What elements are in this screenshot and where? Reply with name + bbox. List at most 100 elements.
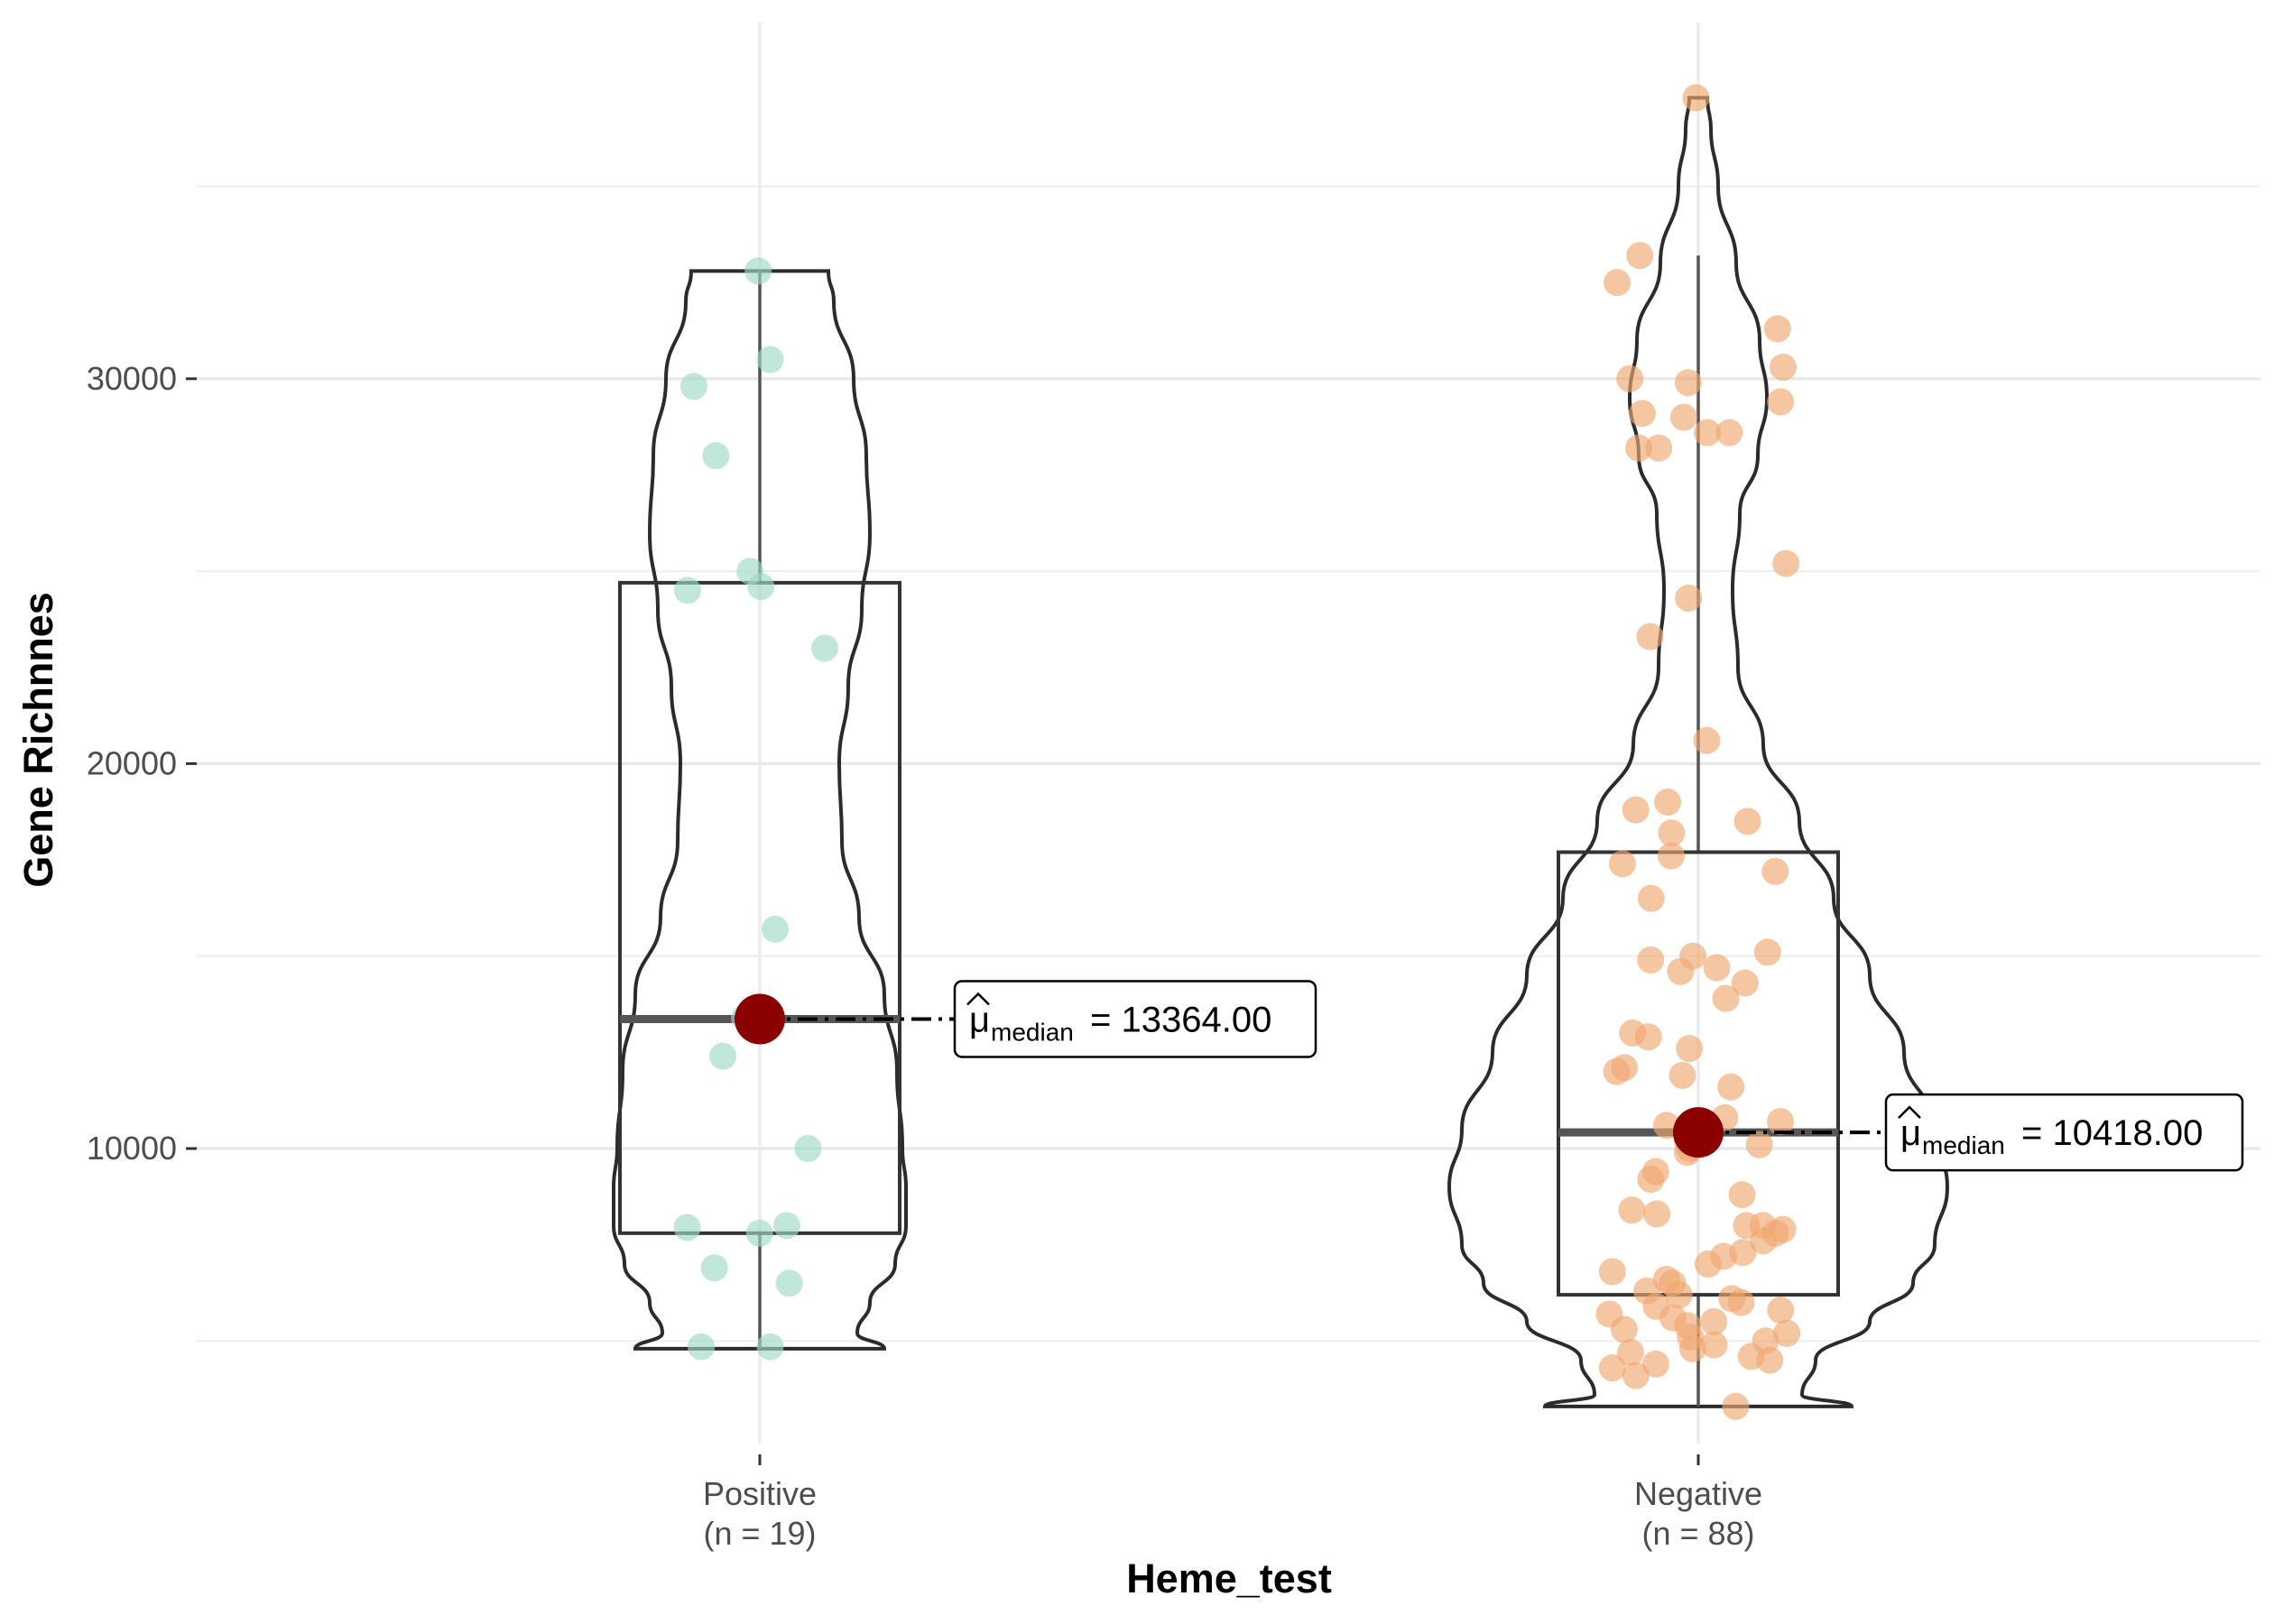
data-point — [1676, 1035, 1704, 1063]
data-point — [1610, 1315, 1638, 1343]
data-point — [1636, 623, 1664, 651]
data-point — [1767, 388, 1795, 416]
data-point — [1637, 1166, 1665, 1194]
data-point — [1637, 946, 1665, 973]
data-point — [673, 577, 701, 604]
data-point — [1622, 1361, 1650, 1389]
data-point — [1772, 549, 1800, 577]
data-point — [1722, 1392, 1750, 1420]
x-tick-count-label: (n = 19) — [703, 1515, 816, 1552]
x-axis-title: Heme_test — [1126, 1555, 1332, 1601]
data-point — [1665, 1281, 1693, 1309]
data-point — [1745, 1130, 1773, 1158]
data-point — [1598, 1258, 1626, 1286]
data-point — [1603, 1057, 1631, 1085]
box-negative — [1557, 850, 1840, 1297]
data-point — [1634, 1023, 1662, 1051]
x-tick-count-label: (n = 88) — [1641, 1515, 1754, 1552]
median-label-box — [953, 980, 1317, 1058]
data-point — [1617, 1339, 1645, 1367]
data-point — [673, 1213, 701, 1241]
data-point — [709, 1042, 737, 1070]
data-point — [794, 1135, 822, 1162]
data-point — [1618, 1196, 1646, 1224]
data-point — [1645, 434, 1673, 462]
x-tick-label: Negative — [1634, 1475, 1762, 1512]
data-point — [1625, 434, 1653, 462]
y-tick-label: 30000 — [87, 360, 177, 397]
median-markers: μ median = 13364.00μ median = 10418.00 — [735, 980, 2244, 1172]
data-point — [772, 1212, 800, 1240]
x-axis: Positive(n = 19) Negative(n = 88) — [703, 1454, 1762, 1552]
hat-icon — [1898, 1105, 1921, 1120]
data-point — [1715, 419, 1743, 447]
data-point — [1767, 1296, 1795, 1324]
data-point — [745, 1219, 773, 1247]
data-point — [1769, 354, 1797, 382]
data-point — [1733, 807, 1761, 835]
violin-positive — [612, 269, 908, 1351]
data-point — [1761, 857, 1789, 885]
data-point — [1693, 726, 1721, 754]
median-label-value: = 10418.00 — [2021, 1113, 2203, 1153]
data-point — [1674, 369, 1702, 397]
data-point — [1598, 1354, 1626, 1382]
data-point — [1700, 1307, 1728, 1335]
data-point — [1694, 419, 1722, 447]
data-point — [1669, 1061, 1696, 1089]
hat-icon — [966, 992, 990, 1006]
data-point — [744, 257, 772, 285]
data-point — [1682, 84, 1710, 112]
y-tick-label: 10000 — [87, 1130, 177, 1167]
median-label-box — [1884, 1093, 2244, 1172]
data-point — [688, 1333, 716, 1361]
data-point — [1728, 1181, 1756, 1209]
median-label-symbol: μ — [1900, 1113, 1921, 1153]
data-point — [1753, 938, 1781, 966]
data-point — [1654, 789, 1682, 817]
y-axis-title: Gene Richnnes — [15, 592, 61, 888]
data-point — [1628, 400, 1656, 428]
data-point — [1767, 1108, 1795, 1136]
y-axis: 10000 20000 30000 — [87, 360, 197, 1167]
data-point — [1643, 1200, 1671, 1228]
data-point — [1763, 315, 1791, 343]
data-point — [1700, 1331, 1728, 1359]
data-point — [756, 346, 784, 374]
median-point — [735, 993, 785, 1045]
data-point — [1773, 1319, 1801, 1347]
y-tick-label: 20000 — [87, 744, 177, 781]
median-point — [1673, 1107, 1724, 1158]
data-point — [1694, 1250, 1722, 1278]
data-point — [1637, 884, 1665, 912]
data-point — [1658, 842, 1686, 870]
data-point — [747, 573, 775, 601]
data-point — [761, 915, 789, 943]
violins — [612, 96, 1950, 1408]
data-point — [1678, 1334, 1706, 1362]
data-point — [1717, 1073, 1745, 1101]
data-point — [1608, 850, 1636, 878]
data-point — [756, 1333, 784, 1361]
data-point — [1727, 1288, 1755, 1316]
data-point — [1731, 969, 1759, 997]
data-point — [1658, 819, 1686, 847]
data-point — [702, 442, 730, 470]
data-point — [775, 1269, 803, 1297]
data-point — [1712, 984, 1740, 1012]
data-point — [1626, 242, 1654, 270]
x-tick-label: Positive — [703, 1475, 817, 1512]
data-point — [1641, 1350, 1669, 1378]
data-point — [1703, 954, 1731, 982]
median-label-subscript: median — [1922, 1131, 2005, 1159]
data-point — [700, 1254, 728, 1282]
data-point — [1675, 584, 1703, 612]
median-label-value: = 13364.00 — [1090, 1000, 1271, 1039]
median-label-symbol: μ — [969, 1000, 990, 1039]
data-point — [810, 634, 838, 662]
data-point — [1622, 796, 1650, 824]
violin-negative — [1447, 96, 1950, 1408]
data-point — [679, 373, 707, 401]
